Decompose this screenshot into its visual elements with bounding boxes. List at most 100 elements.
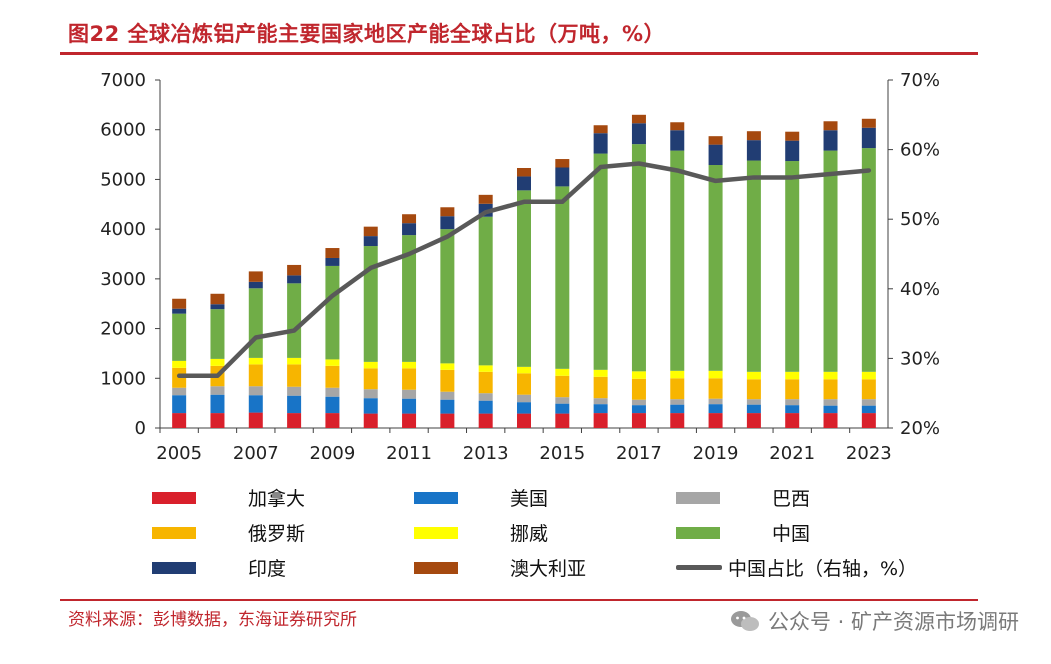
- bar-segment-norway: [402, 361, 417, 369]
- x-tick-label: 2005: [156, 443, 202, 464]
- bar-segment-russia: [555, 375, 570, 398]
- share-line-point: [484, 211, 487, 214]
- bar-segment-canada: [402, 413, 417, 428]
- legend-swatch-share: [676, 565, 722, 570]
- bar-segment-usa: [172, 395, 187, 414]
- bar-segment-russia: [478, 371, 493, 394]
- bar-segment-china: [248, 288, 263, 358]
- bar-segment-norway: [210, 358, 225, 366]
- bar-segment-china: [823, 150, 838, 372]
- bar-segment-norway: [248, 357, 263, 365]
- bar-segment-canada: [861, 413, 876, 428]
- bar-segment-canada: [248, 412, 263, 428]
- bar-segment-india: [555, 167, 570, 187]
- bar-segment-australia: [248, 271, 263, 282]
- share-line-point: [829, 172, 832, 176]
- bar-segment-canada: [746, 413, 761, 428]
- legend-item-canada: 加拿大: [152, 484, 305, 511]
- y2-tick-label: 20%: [900, 418, 940, 439]
- bar-segment-usa: [478, 400, 493, 414]
- share-line-point: [331, 294, 334, 297]
- bar-segment-usa: [708, 404, 723, 414]
- bar-segment-brazil: [172, 387, 187, 396]
- bar-segment-usa: [861, 405, 876, 414]
- y-tick-label: 3000: [100, 269, 146, 290]
- bar-segment-brazil: [670, 399, 685, 405]
- bar-segment-canada: [708, 413, 723, 428]
- bar-segment-china: [517, 190, 531, 367]
- bar-segment-canada: [363, 413, 378, 428]
- bar-segment-india: [517, 176, 531, 191]
- bar-segment-usa: [593, 404, 608, 414]
- x-tick-label: 2013: [463, 443, 509, 464]
- share-line: [176, 161, 872, 379]
- legend-item-usa: 美国: [414, 484, 548, 511]
- bar-segment-usa: [670, 404, 685, 414]
- bar-segment-australia: [593, 125, 608, 134]
- bar-segment-russia: [631, 378, 646, 400]
- legend-label-share: 中国占比（右轴，%）: [728, 558, 918, 580]
- bar-segment-australia: [402, 214, 417, 224]
- share-line-point: [446, 235, 449, 238]
- stacked-bar-chart: 0 1000 2000 3000 4000 5000 6000 7000 20% 30% 40% 50…: [100, 70, 940, 464]
- y-tick-label: 7000: [100, 70, 146, 91]
- y-tick-label: 4000: [100, 219, 146, 240]
- bar-segment-china: [555, 186, 570, 369]
- bar-segment-brazil: [593, 398, 608, 405]
- legend-label-brazil: 巴西: [772, 488, 811, 510]
- bar-segment-india: [363, 236, 378, 247]
- x-tick-label: 2015: [539, 443, 585, 464]
- bar-segment-china: [708, 165, 723, 371]
- legend-swatch-usa: [414, 491, 458, 504]
- bar-segment-india: [440, 216, 455, 230]
- bar-segment-usa: [287, 395, 302, 414]
- bar-segment-russia: [823, 379, 838, 400]
- share-line-point: [791, 176, 794, 179]
- bar-segment-australia: [440, 207, 455, 217]
- bar-segment-india: [402, 223, 417, 236]
- bar-segment-usa: [440, 399, 455, 414]
- bar-segment-brazil: [440, 391, 455, 400]
- x-tick-label: 2023: [846, 443, 892, 464]
- bar-segment-india: [287, 275, 302, 284]
- legend-label-norway: 挪威: [510, 523, 549, 545]
- bar-segment-canada: [287, 413, 302, 428]
- bar-segment-norway: [478, 365, 493, 372]
- bar-segment-india: [248, 281, 263, 289]
- bar-segment-china: [287, 283, 302, 358]
- bar-segment-russia: [248, 364, 263, 387]
- legend-item-share: 中国占比（右轴，%）: [676, 554, 917, 581]
- bar-segment-norway: [823, 371, 838, 380]
- bar-segment-china: [785, 161, 800, 372]
- bar-segment-brazil: [478, 393, 493, 401]
- bar-segment-usa: [555, 403, 570, 414]
- bar-segment-norway: [325, 359, 340, 366]
- bar-segment-russia: [708, 378, 723, 399]
- bar-segment-brazil: [210, 386, 225, 395]
- source-divider: [60, 599, 978, 601]
- bar-segment-canada: [670, 413, 685, 428]
- x-tick-label: 2009: [310, 443, 356, 464]
- bar-segment-russia: [861, 379, 876, 400]
- bar-segment-usa: [325, 396, 340, 414]
- bar-segment-norway: [287, 357, 302, 365]
- x-tick-label: 2017: [616, 443, 662, 464]
- legend-swatch-australia: [414, 561, 458, 574]
- share-line-point: [561, 200, 564, 203]
- share-line-point: [369, 266, 372, 270]
- bar-segment-russia: [593, 376, 608, 399]
- bar-segment-russia: [670, 378, 685, 400]
- share-line-point: [752, 176, 756, 179]
- bar-segment-brazil: [631, 399, 646, 406]
- bar-segment-brazil: [325, 387, 340, 397]
- bar-segment-australia: [555, 159, 570, 168]
- share-line-point: [522, 200, 526, 203]
- bar-segment-australia: [363, 226, 378, 237]
- legend-swatch-canada: [152, 491, 196, 504]
- bar-segment-china: [325, 265, 340, 360]
- legend-label-russia: 俄罗斯: [248, 523, 306, 545]
- watermark: 公众号 · 矿产资源市场调研: [730, 606, 1019, 636]
- share-line-point: [177, 374, 181, 377]
- bar-segment-china: [631, 144, 646, 372]
- bar-segment-china: [746, 160, 761, 372]
